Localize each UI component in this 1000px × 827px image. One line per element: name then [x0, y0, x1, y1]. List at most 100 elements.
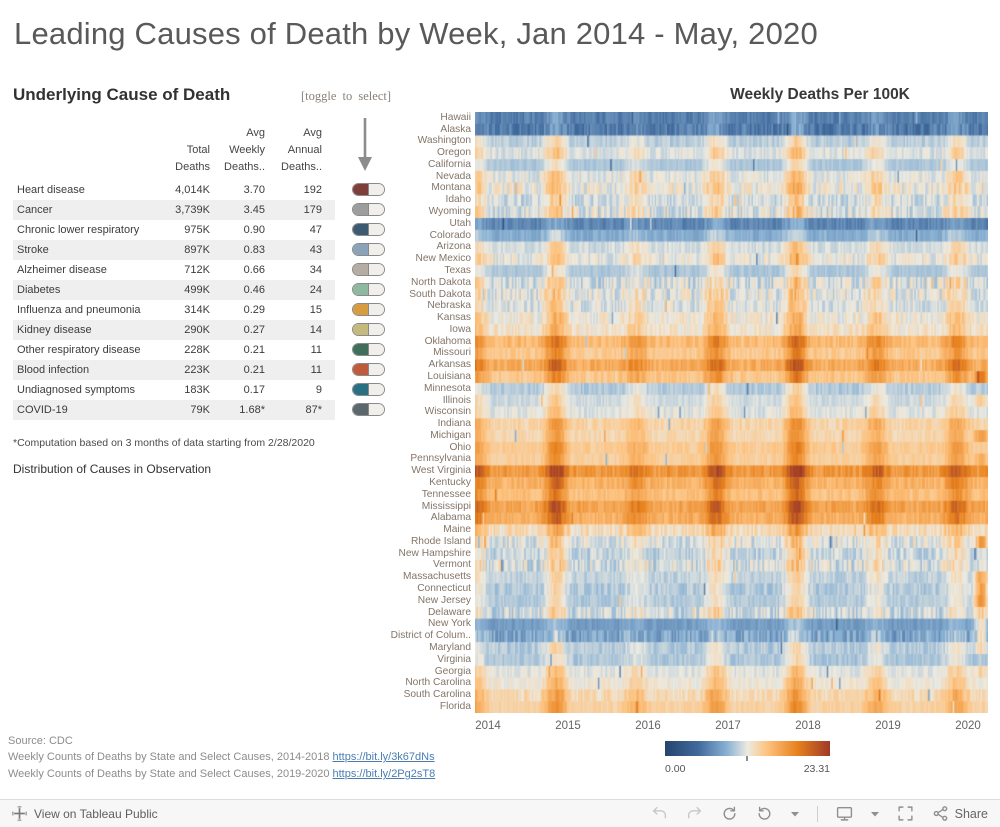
- distribution-section-label: Distribution of Causes in Observation: [13, 462, 212, 476]
- state-label: Wisconsin: [424, 406, 471, 418]
- year-label: 2014: [475, 720, 501, 732]
- state-label: Oklahoma: [424, 335, 471, 347]
- column-header-total-deaths: Total Deaths: [175, 144, 210, 173]
- cause-toggle[interactable]: [352, 343, 385, 356]
- state-label: Minnesota: [423, 382, 471, 394]
- cause-avg-annual: 34: [309, 264, 322, 276]
- source-link[interactable]: https://bit.ly/2Pg2sT8: [332, 768, 436, 780]
- cause-row: Stroke 897K 0.83 43: [13, 240, 398, 260]
- cause-avg-weekly: 3.70: [243, 184, 265, 196]
- state-label: Kansas: [437, 312, 471, 324]
- state-label: Mississippi: [421, 500, 471, 512]
- tableau-toolbar: View on Tableau Public: [0, 799, 1000, 827]
- state-label: Kentucky: [429, 477, 471, 488]
- state-label: California: [427, 158, 471, 170]
- cause-toggle[interactable]: [352, 203, 385, 216]
- view-on-tableau-public[interactable]: View on Tableau Public: [12, 806, 158, 821]
- cause-toggle[interactable]: [352, 383, 385, 396]
- causes-rows: Heart disease 4,014K 3.70 192 Cancer 3,739K 3.…: [13, 180, 398, 420]
- cause-toggle[interactable]: [352, 363, 385, 376]
- cause-avg-annual: 11: [310, 344, 322, 356]
- cause-name: Chronic lower respiratory: [17, 224, 140, 236]
- state-label: Vermont: [433, 559, 471, 571]
- causes-table-header: Total Deaths Avg Weekly Deaths.. Avg Ann…: [13, 118, 398, 176]
- state-label: Hawaii: [440, 111, 471, 123]
- state-label: South Dakota: [409, 288, 471, 300]
- cause-toggle[interactable]: [352, 403, 385, 416]
- state-label: New Mexico: [415, 253, 471, 265]
- cause-toggle[interactable]: [352, 303, 385, 316]
- year-label: 2020: [955, 720, 981, 732]
- cause-avg-annual: 14: [309, 324, 322, 336]
- caret-down-icon[interactable]: [870, 811, 879, 817]
- share-button[interactable]: Share: [932, 805, 988, 822]
- state-label: North Dakota: [410, 276, 471, 288]
- cause-total-deaths: 79K: [190, 404, 210, 416]
- cause-avg-weekly: 0.66: [243, 264, 265, 276]
- cause-toggle[interactable]: [352, 243, 385, 256]
- share-label: Share: [954, 806, 988, 821]
- cause-name: Undiagnosed symptoms: [17, 384, 136, 396]
- cause-avg-weekly: 0.46: [243, 284, 265, 296]
- cause-avg-weekly: 0.29: [243, 304, 265, 316]
- cause-toggle[interactable]: [352, 263, 385, 276]
- cause-total-deaths: 897K: [184, 244, 210, 256]
- view-on-tableau-public-label: View on Tableau Public: [34, 806, 158, 821]
- year-label: 2018: [795, 720, 821, 732]
- legend-max-label: 23.31: [803, 763, 830, 775]
- share-icon: [933, 806, 947, 821]
- cause-row: Kidney disease 290K 0.27 14: [13, 320, 398, 340]
- state-label: Louisiana: [427, 370, 471, 382]
- cause-total-deaths: 223K: [184, 364, 210, 376]
- cause-row: Other respiratory disease 228K 0.21 11: [13, 340, 398, 360]
- cause-toggle[interactable]: [352, 283, 385, 296]
- state-label: Nebraska: [427, 300, 471, 312]
- cause-avg-annual: 87*: [305, 404, 322, 416]
- cause-toggle[interactable]: [352, 183, 385, 196]
- cause-name: COVID-19: [17, 404, 68, 416]
- device-preview-icon[interactable]: [836, 805, 853, 822]
- heatmap-canvas[interactable]: [475, 112, 988, 713]
- source-link[interactable]: https://bit.ly/3k67dNs: [332, 751, 435, 763]
- cause-toggle[interactable]: [352, 323, 385, 336]
- state-label: Utah: [449, 217, 471, 229]
- tableau-logo-icon: [12, 806, 27, 821]
- state-label: Colorado: [429, 229, 471, 241]
- state-label: Virginia: [437, 653, 471, 665]
- state-label: Georgia: [434, 665, 471, 677]
- state-label: Michigan: [430, 429, 471, 441]
- state-label: South Carolina: [403, 689, 471, 701]
- cause-avg-annual: 24: [309, 284, 322, 296]
- cause-total-deaths: 3,739K: [175, 204, 210, 216]
- cause-total-deaths: 712K: [184, 264, 210, 276]
- state-label: Alabama: [430, 512, 471, 524]
- cause-row: Undiagnosed symptoms 183K 0.17 9: [13, 380, 398, 400]
- state-label: Iowa: [449, 323, 471, 335]
- state-label: New Jersey: [417, 594, 471, 606]
- color-legend: 0.00 23.31: [665, 741, 830, 775]
- cause-avg-annual: 43: [309, 244, 322, 256]
- undo-icon[interactable]: [651, 805, 668, 822]
- state-label: Missouri: [433, 347, 471, 359]
- cause-avg-weekly: 0.17: [243, 384, 265, 396]
- refresh-icon[interactable]: [756, 805, 773, 822]
- fullscreen-icon[interactable]: [897, 805, 914, 822]
- year-label: 2016: [635, 720, 661, 732]
- state-label: Nevada: [435, 170, 471, 182]
- caret-down-icon[interactable]: [790, 811, 799, 817]
- cause-name: Alzheimer disease: [17, 264, 107, 276]
- redo-icon[interactable]: [686, 805, 703, 822]
- reset-icon[interactable]: [721, 805, 738, 822]
- cause-row: Influenza and pneumonia 314K 0.29 15: [13, 300, 398, 320]
- cause-total-deaths: 228K: [184, 344, 210, 356]
- cause-row: Alzheimer disease 712K 0.66 34: [13, 260, 398, 280]
- cause-avg-weekly: 0.90: [243, 224, 265, 236]
- state-label: Delaware: [427, 606, 471, 618]
- cause-name: Other respiratory disease: [17, 344, 141, 356]
- cause-toggle[interactable]: [352, 223, 385, 236]
- state-label: Tennessee: [421, 488, 471, 500]
- state-label: Maryland: [429, 641, 471, 653]
- state-label: Pennsylvania: [410, 453, 471, 465]
- state-label: Rhode Island: [410, 535, 471, 547]
